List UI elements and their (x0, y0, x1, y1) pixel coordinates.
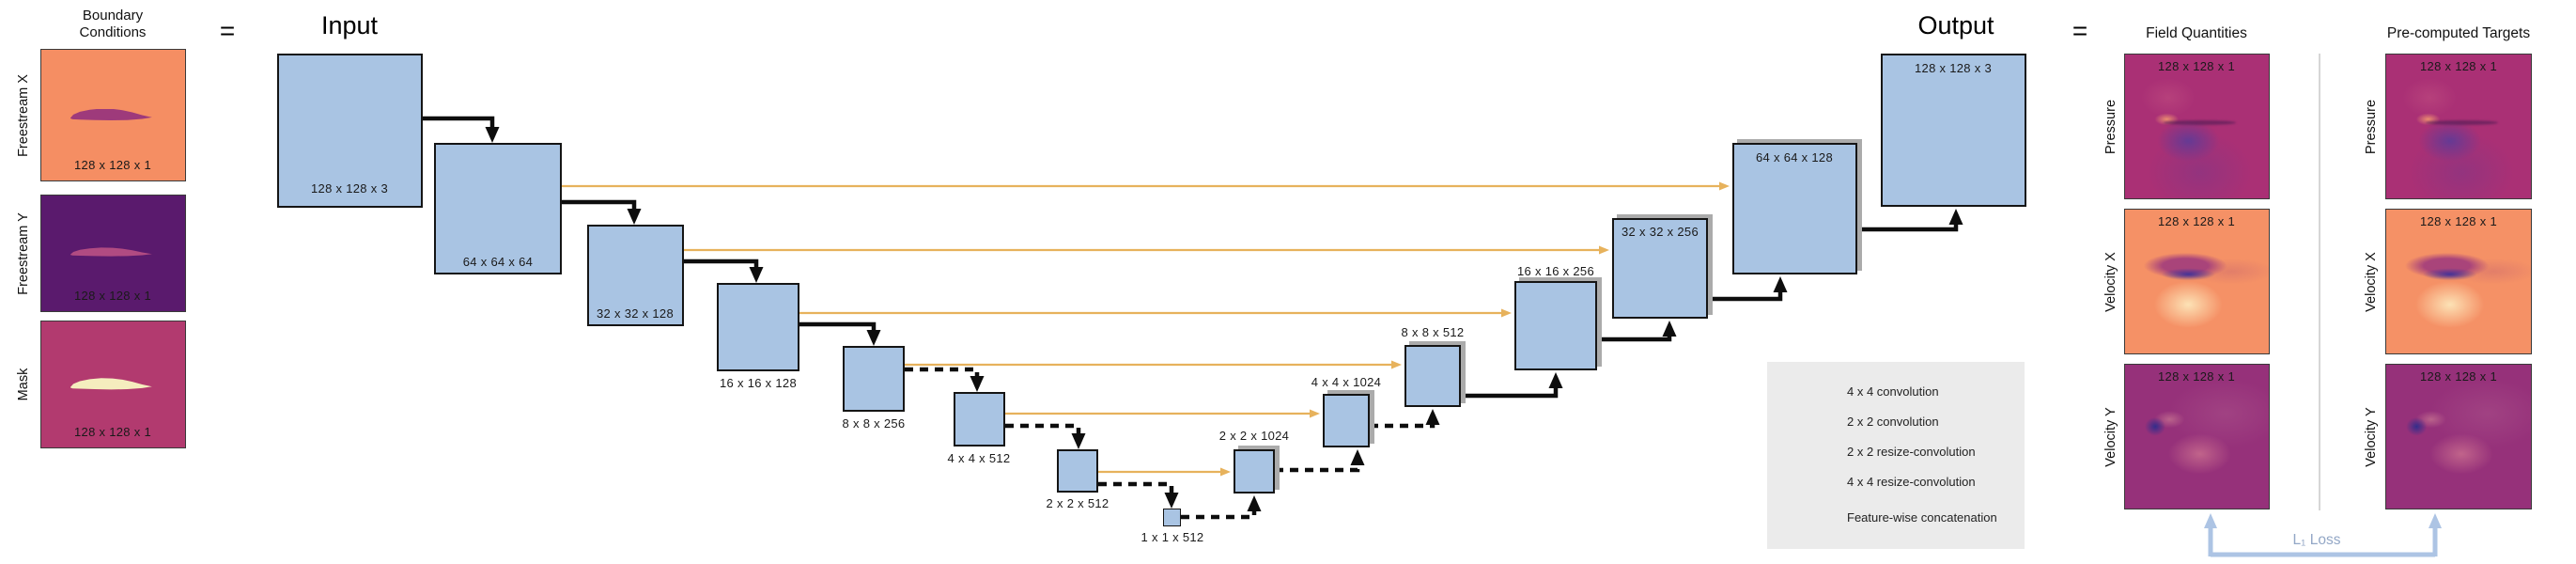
target-velocity-y-label: Velocity Y (2364, 407, 2379, 467)
layer-dims-enc2: 2 x 2 x 512 (1046, 496, 1110, 510)
layer-dims-enc16: 16 x 16 x 128 (720, 376, 797, 390)
fq-pressure-image (2124, 54, 2270, 199)
layer-box-enc32 (587, 225, 684, 326)
boundary-conditions-title-line1: Boundary (82, 8, 144, 24)
target-velocity-x-label: Velocity X (2364, 252, 2379, 312)
layer-dims-dec2: 2 x 2 x 1024 (1218, 429, 1290, 443)
resize-conv-2x2-arrow-enc1-dec2 (1181, 495, 1262, 520)
fq-velocity-y-image (2124, 364, 2270, 509)
layer-dims-enc64: 64 x 64 x 64 (462, 255, 534, 269)
fq-velocity-y-dims: 128 x 128 x 1 (2158, 369, 2235, 384)
layer-box-dec4 (1323, 394, 1370, 447)
fq-pressure-dims: 128 x 128 x 1 (2158, 59, 2235, 73)
airfoil-silhouette (2425, 119, 2498, 125)
target-velocity-x-dims: 128 x 128 x 1 (2420, 214, 2497, 228)
layer-dims-dec8: 8 x 8 x 512 (1401, 325, 1465, 339)
freestream-x-label: Freestream X (16, 74, 31, 157)
legend-item-concat: Feature-wise concatenation (1847, 510, 1997, 525)
layer-box-dec2 (1234, 449, 1275, 494)
equals-sign-left: = (219, 16, 236, 45)
equals-sign-right: = (2072, 16, 2088, 45)
target-velocity-x-image (2385, 209, 2532, 354)
layer-dims-enc8: 8 x 8 x 256 (842, 416, 906, 431)
boundary-conditions-title-line2: Conditions (79, 24, 147, 40)
freestream-x-image (40, 49, 186, 181)
fq-velocity-y-label: Velocity Y (2103, 407, 2118, 467)
target-pressure-image (2385, 54, 2532, 199)
conv-2x2-arrow-enc2-enc1 (1098, 481, 1179, 509)
fq-velocity-x-image (2124, 209, 2270, 354)
layer-dims-enc4: 4 x 4 x 512 (947, 451, 1011, 465)
layer-dims-dec16: 16 x 16 x 256 (1517, 264, 1594, 278)
layer-box-dec32 (1612, 218, 1708, 319)
mask-image (40, 321, 186, 448)
target-velocity-y-image (2385, 364, 2532, 509)
layer-dims-output: 128 x 128 x 3 (1915, 61, 1992, 75)
target-velocity-y-dims: 128 x 128 x 1 (2420, 369, 2497, 384)
conv-2x2-arrow-enc8-enc4 (905, 367, 985, 392)
mask-label: Mask (16, 368, 31, 401)
legend-item-conv2x2: 2 x 2 convolution (1847, 415, 1939, 429)
resize-conv-2x2-arrow-dec4-dec8 (1370, 409, 1440, 429)
mask-dims: 128 x 128 x 1 (74, 425, 151, 439)
layer-box-enc64 (434, 143, 562, 274)
layer-dims-enc1: 1 x 1 x 512 (1141, 530, 1204, 544)
legend-item-conv4x4: 4 x 4 convolution (1847, 384, 1939, 399)
airfoil-shape (70, 247, 152, 257)
resize-conv-4x4-arrow-dec64-output (1857, 209, 1963, 232)
resize-conv-2x2-arrow-dec2-dec4 (1275, 449, 1365, 473)
layer-box-enc16 (717, 283, 799, 371)
precomputed-targets-title: Pre-computed Targets (2386, 25, 2531, 41)
l1-loss-label: L₁ Loss (2292, 532, 2341, 548)
legend-item-resize2x2: 2 x 2 resize-convolution (1847, 445, 1976, 459)
layer-dims-dec4: 4 x 4 x 1024 (1311, 375, 1382, 389)
layer-box-enc8 (843, 346, 905, 412)
conv-4x4-arrow-enc64-enc32 (562, 199, 642, 225)
layer-dims-dec64: 64 x 64 x 128 (1756, 150, 1833, 164)
layer-dims-enc32: 32 x 32 x 128 (597, 306, 674, 321)
fq-pressure-label: Pressure (2103, 99, 2118, 155)
conv-4x4-arrow-enc16-enc8 (799, 321, 881, 346)
freestream-x-dims: 128 x 128 x 1 (74, 158, 151, 172)
layer-box-input (277, 54, 423, 208)
input-title: Input (320, 11, 379, 39)
airfoil-shape (70, 378, 152, 390)
airfoil-shape (70, 108, 152, 121)
legend-panel (1767, 362, 2025, 549)
legend-item-resize4x4: 4 x 4 resize-convolution (1847, 475, 1976, 489)
fq-velocity-x-label: Velocity X (2103, 252, 2118, 312)
target-pressure-label: Pressure (2364, 99, 2379, 155)
layer-dims-input: 128 x 128 x 3 (311, 181, 388, 196)
layer-box-enc4 (954, 392, 1005, 446)
resize-conv-4x4-arrow-dec16-dec32 (1597, 321, 1677, 342)
layer-box-enc2 (1057, 449, 1098, 493)
conv-2x2-arrow-enc4-enc2 (1005, 423, 1086, 449)
field-quantities-title: Field Quantities (2146, 25, 2247, 41)
target-pressure-dims: 128 x 128 x 1 (2420, 59, 2497, 73)
layer-box-dec16 (1514, 281, 1597, 370)
resize-conv-4x4-arrow-dec8-dec16 (1461, 372, 1563, 399)
freestream-y-dims: 128 x 128 x 1 (74, 289, 151, 303)
layer-box-output (1881, 54, 2026, 207)
layer-dims-dec32: 32 x 32 x 256 (1622, 225, 1699, 239)
layer-box-dec64 (1732, 143, 1857, 274)
output-title: Output (1917, 11, 1994, 39)
layer-box-dec8 (1404, 345, 1461, 407)
freestream-y-image (40, 195, 186, 312)
airfoil-silhouette (2164, 119, 2236, 125)
conv-4x4-arrow-input-enc64 (422, 116, 500, 143)
fq-velocity-x-dims: 128 x 128 x 1 (2158, 214, 2235, 228)
freestream-y-label: Freestream Y (16, 212, 31, 295)
conv-4x4-arrow-enc32-enc16 (684, 258, 764, 283)
layer-box-enc1 (1163, 509, 1181, 526)
resize-conv-4x4-arrow-dec32-dec64 (1708, 276, 1788, 302)
